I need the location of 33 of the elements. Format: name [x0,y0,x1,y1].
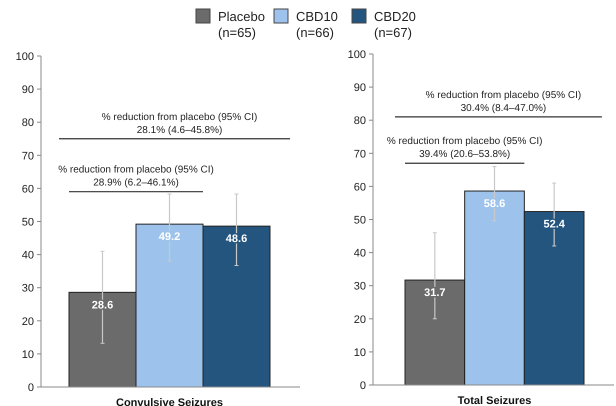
ref-line-label: % reduction from placebo (95% CI) 28.1% (4.6–45.8%) [102,112,258,136]
y-tick-label: 50 [22,216,34,228]
data-label: 49.2 [158,231,180,244]
y-tick-label: 50 [354,214,366,226]
ref-line-label: % reduction from placebo (95% CI) 28.9% (6.2–46.1%) [58,164,214,189]
y-tick-label: 40 [354,248,366,260]
y-tick-label: 10 [22,348,34,361]
y-tick-label: 60 [354,181,366,194]
y-tick-label: 10 [354,346,366,359]
y-tick-label: 90 [354,82,366,94]
y-tick-label: 0 [360,380,366,392]
x-tick-label: Total Seizures [458,395,532,406]
ref-line-label: % reduction from placebo (95% CI) 30.4% (8.4–47.0%) [426,90,582,114]
legend-label: CBD10 (n=66) [296,9,338,40]
y-tick-label: 100 [348,49,366,61]
y-tick-label: 90 [22,84,34,96]
data-label: 58.6 [484,198,506,210]
legend-label: Placebo (n=65) [218,9,265,40]
y-tick-label: 20 [354,314,366,326]
y-tick-label: 30 [354,280,366,293]
y-tick-label: 80 [354,115,366,128]
y-tick-label: 60 [22,183,34,196]
y-tick-label: 40 [22,250,34,262]
y-tick-label: 70 [22,150,34,162]
y-tick-label: 100 [16,51,34,63]
y-tick-label: 20 [22,316,34,328]
y-tick-label: 30 [22,282,34,295]
y-tick-label: 0 [28,382,34,394]
y-tick-label: 70 [354,148,366,160]
ref-line-label: % reduction from placebo (95% CI) 39.4% (20.6–53.8%) [386,136,542,160]
x-tick-label: Convulsive Seizures [116,397,223,406]
legend-label: CBD20 (n=67) [374,9,416,40]
y-tick-label: 80 [22,117,34,130]
